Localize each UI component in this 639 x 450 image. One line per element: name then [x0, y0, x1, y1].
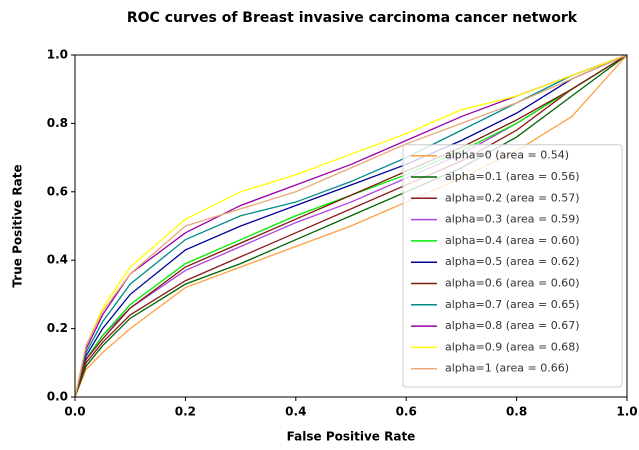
legend-label: alpha=1 (area = 0.66)	[445, 362, 569, 375]
plot-frame	[74, 54, 628, 398]
x-tick-label: 0.6	[396, 405, 417, 419]
y-tick-label: 0.2	[47, 321, 68, 335]
x-tick-label: 0.0	[64, 405, 85, 419]
legend-label: alpha=0.9 (area = 0.68)	[445, 340, 580, 353]
y-tick-label: 0.6	[47, 184, 68, 198]
legend-label: alpha=0.5 (area = 0.62)	[445, 255, 580, 268]
legend-label: alpha=0.8 (area = 0.67)	[445, 319, 580, 332]
y-tick-label: 1.0	[47, 48, 68, 62]
roc-line	[74, 54, 628, 398]
legend-label: alpha=0 (area = 0.54)	[445, 149, 569, 162]
x-axis-label: False Positive Rate	[287, 430, 416, 444]
legend-label: alpha=0.7 (area = 0.65)	[445, 298, 580, 311]
legend: alpha=0 (area = 0.54) alpha=0.1 (area = 0…	[402, 144, 623, 388]
y-tick-label: 0.8	[47, 116, 68, 130]
x-tick-label: 0.2	[175, 405, 196, 419]
y-axis-label: True Positive Rate	[11, 164, 25, 287]
x-tick-label: 0.8	[506, 405, 527, 419]
roc-line	[74, 54, 628, 398]
y-tick-label: 0.4	[47, 253, 68, 267]
chart-title: ROC curves of Breast invasive carcinoma …	[127, 10, 578, 26]
roc-line	[74, 54, 628, 398]
legend-label: alpha=0.2 (area = 0.57)	[445, 191, 580, 204]
roc-line	[74, 54, 628, 398]
legend-box	[402, 144, 623, 388]
legend-label: alpha=0.3 (area = 0.59)	[445, 213, 580, 226]
legend-label: alpha=0.6 (area = 0.60)	[445, 277, 580, 290]
x-tick-label: 0.4	[285, 405, 306, 419]
legend-label: alpha=0.4 (area = 0.60)	[445, 234, 580, 247]
legend-label: alpha=0.1 (area = 0.56)	[445, 170, 580, 183]
roc-line	[74, 54, 628, 398]
roc-line	[74, 54, 628, 398]
x-tick-label: 1.0	[616, 405, 637, 419]
y-tick-label: 0.0	[47, 390, 68, 404]
roc-line	[74, 54, 628, 398]
